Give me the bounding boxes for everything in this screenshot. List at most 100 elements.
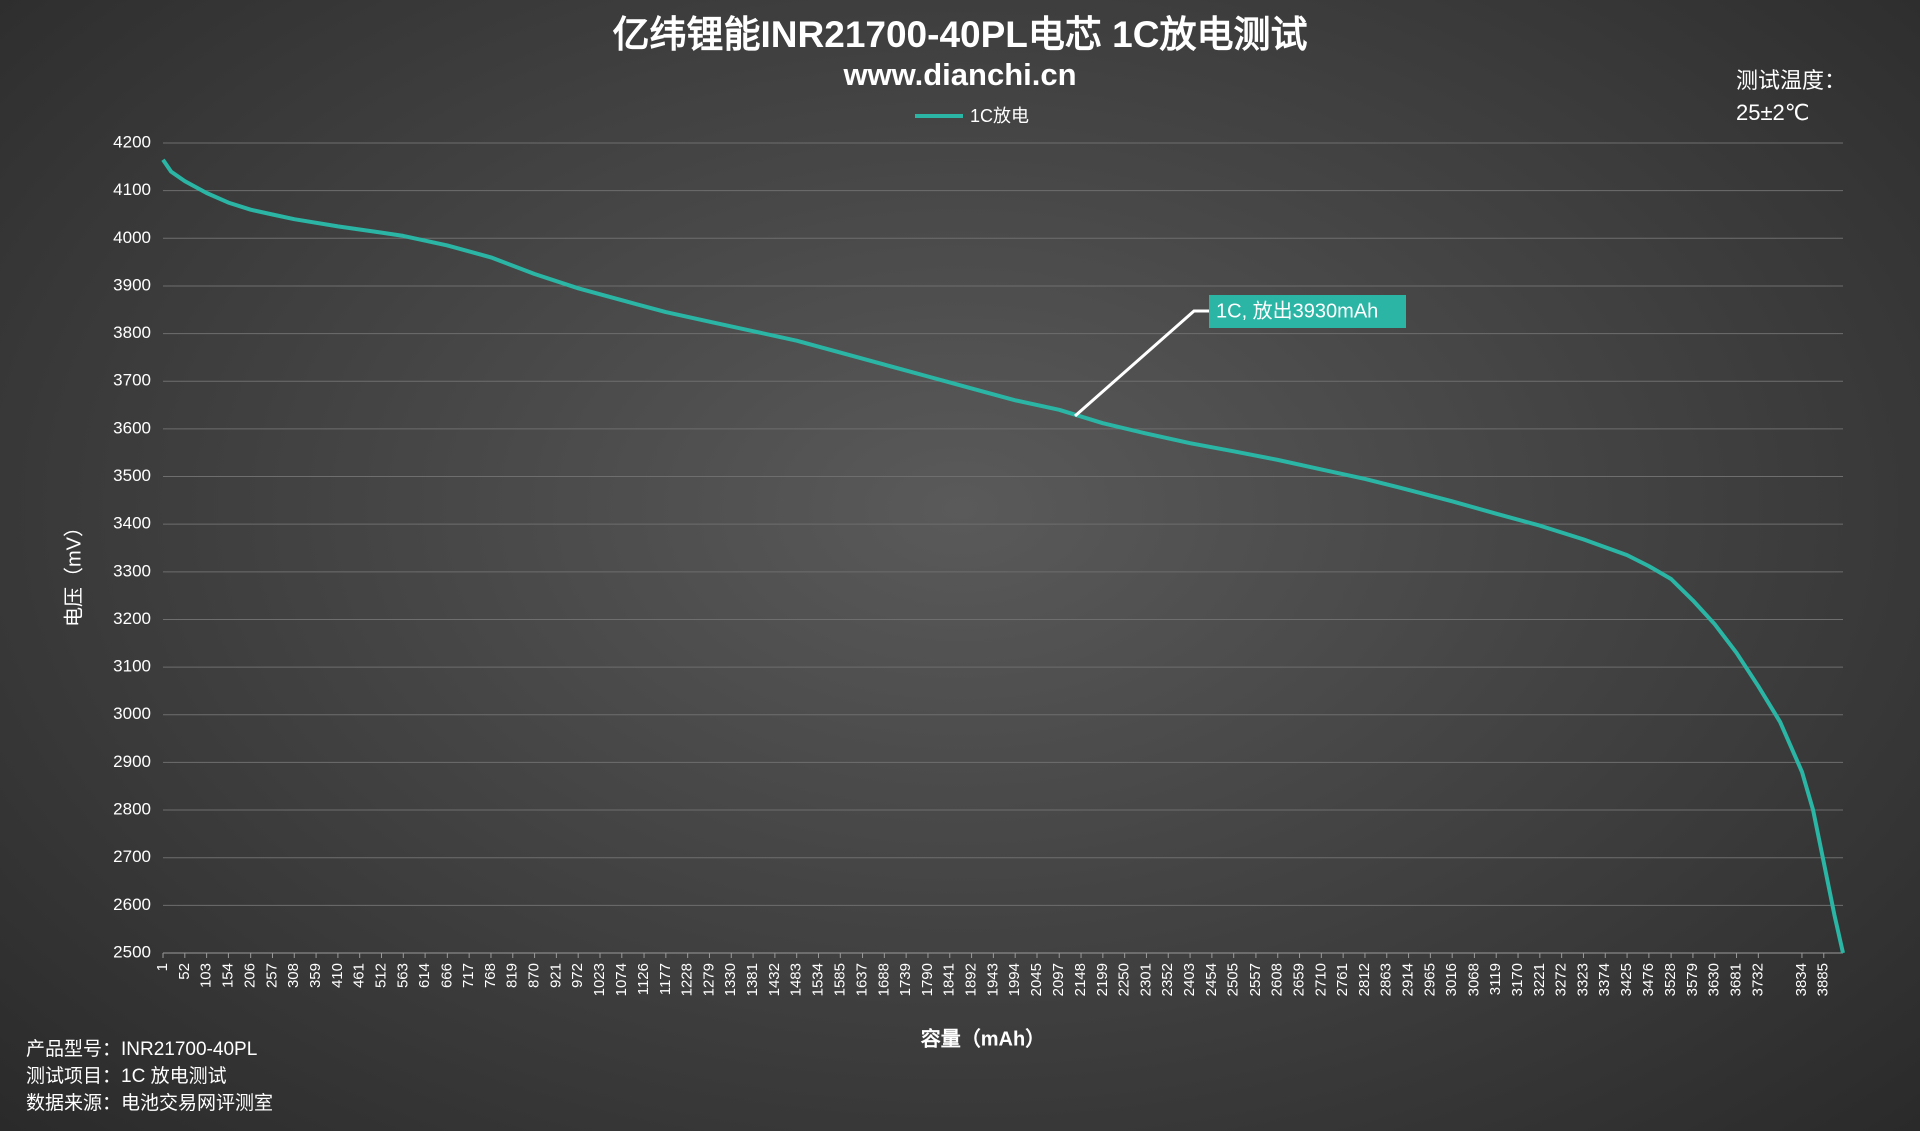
x-tick-label: 3732 bbox=[1749, 963, 1766, 996]
x-tick-label: 1585 bbox=[831, 963, 848, 996]
x-tick-label: 2097 bbox=[1050, 963, 1067, 996]
x-tick-label: 1994 bbox=[1006, 963, 1023, 996]
x-tick-label: 3170 bbox=[1509, 963, 1526, 996]
annotation-leader bbox=[1074, 309, 1209, 418]
x-tick-label: 768 bbox=[482, 963, 499, 988]
x-tick-label: 1943 bbox=[984, 963, 1001, 996]
x-tick-label: 1228 bbox=[679, 963, 696, 996]
x-tick-label: 3476 bbox=[1640, 963, 1657, 996]
x-tick-label: 3579 bbox=[1684, 963, 1701, 996]
x-tick-label: 2454 bbox=[1203, 963, 1220, 996]
x-tick-label: 1688 bbox=[875, 963, 892, 996]
x-tick-label: 3630 bbox=[1706, 963, 1723, 996]
x-tick-label: 1790 bbox=[919, 963, 936, 996]
chart-subtitle: www.dianchi.cn bbox=[842, 57, 1076, 92]
x-tick-label: 461 bbox=[351, 963, 368, 988]
x-tick-label: 2557 bbox=[1247, 963, 1264, 996]
x-tick-label: 563 bbox=[394, 963, 411, 988]
data-line bbox=[161, 158, 1845, 954]
x-tick-label: 2914 bbox=[1400, 963, 1417, 996]
chart-title: 亿纬锂能INR21700-40PL电芯 1C放电测试 bbox=[613, 14, 1308, 55]
x-tick-label: 3016 bbox=[1443, 963, 1460, 996]
y-tick-label: 4200 bbox=[113, 132, 151, 151]
y-tick-label: 3800 bbox=[113, 323, 151, 342]
annotation: 1C, 放出3930mAh bbox=[1216, 299, 1378, 322]
x-tick-label: 819 bbox=[504, 963, 521, 988]
x-tick-label: 257 bbox=[263, 963, 280, 988]
x-tick-label: 3885 bbox=[1815, 963, 1832, 996]
x-tick-label: 1279 bbox=[700, 963, 717, 996]
y-tick-label: 2500 bbox=[113, 942, 151, 961]
x-tick-label: 3221 bbox=[1531, 963, 1548, 996]
y-tick-label: 4100 bbox=[113, 180, 151, 199]
y-tick-label: 2800 bbox=[113, 800, 151, 819]
y-tick-label: 3400 bbox=[113, 514, 151, 533]
y-tick-label: 2700 bbox=[113, 847, 151, 866]
note: 测试项目：1C 放电测试 bbox=[26, 1065, 227, 1087]
x-tick-label: 52 bbox=[176, 963, 193, 980]
y-tick-label: 3600 bbox=[113, 418, 151, 437]
x-tick-label: 1637 bbox=[854, 963, 871, 996]
x-tick-label: 2863 bbox=[1378, 963, 1395, 996]
x-tick-label: 3374 bbox=[1596, 963, 1613, 996]
x-tick-label: 2045 bbox=[1028, 963, 1045, 996]
x-tick-label: 1892 bbox=[963, 963, 980, 996]
x-tick-label: 1381 bbox=[744, 963, 761, 996]
x-tick-label: 3834 bbox=[1793, 963, 1810, 996]
x-tick-label: 154 bbox=[219, 963, 236, 988]
temperature-label: 测试温度： bbox=[1736, 68, 1846, 93]
x-tick-label: 1074 bbox=[613, 963, 630, 996]
x-tick-label: 1126 bbox=[635, 963, 652, 995]
x-tick-label: 1330 bbox=[722, 963, 739, 996]
x-tick-label: 1534 bbox=[809, 963, 826, 996]
annotation-box bbox=[1209, 295, 1406, 328]
x-tick-label: 666 bbox=[438, 963, 455, 988]
note: 数据来源：电池交易网评测室 bbox=[26, 1092, 273, 1114]
y-tick-label: 3900 bbox=[113, 275, 151, 294]
y-tick-label: 4000 bbox=[113, 228, 151, 247]
x-tick-label: 2199 bbox=[1094, 963, 1111, 996]
x-tick-label: 308 bbox=[285, 963, 302, 988]
x-tick-label: 2659 bbox=[1291, 963, 1308, 996]
x-tick-label: 2352 bbox=[1159, 963, 1176, 996]
x-tick-label: 921 bbox=[547, 963, 564, 988]
x-tick-label: 3119 bbox=[1487, 963, 1504, 995]
x-tick-label: 3425 bbox=[1618, 963, 1635, 996]
x-tick-label: 1841 bbox=[941, 963, 958, 996]
x-tick-label: 870 bbox=[526, 963, 543, 988]
y-tick-label: 2600 bbox=[113, 895, 151, 914]
x-tick-label: 972 bbox=[569, 963, 586, 988]
x-tick-label: 103 bbox=[198, 963, 215, 988]
x-tick-label: 2710 bbox=[1312, 963, 1329, 996]
x-tick-label: 3323 bbox=[1574, 963, 1591, 996]
y-tick-label: 3500 bbox=[113, 466, 151, 485]
x-axis-label: 容量（mAh） bbox=[921, 1026, 1045, 1050]
x-tick-label: 3681 bbox=[1727, 963, 1744, 996]
y-tick-label: 2900 bbox=[113, 752, 151, 771]
x-tick-label: 359 bbox=[307, 963, 324, 988]
x-tick-label: 1 bbox=[154, 963, 171, 971]
note: 产品型号：INR21700-40PL bbox=[26, 1038, 257, 1060]
x-tick-label: 3528 bbox=[1662, 963, 1679, 996]
x-tick-label: 206 bbox=[242, 963, 259, 988]
x-tick-label: 1177 bbox=[657, 963, 674, 995]
x-tick-label: 2812 bbox=[1356, 963, 1373, 996]
x-tick-label: 1483 bbox=[788, 963, 805, 996]
y-tick-label: 3000 bbox=[113, 704, 151, 723]
x-tick-label: 2148 bbox=[1072, 963, 1089, 996]
x-tick-label: 2761 bbox=[1334, 963, 1351, 996]
x-tick-label: 3272 bbox=[1553, 963, 1570, 996]
x-tick-label: 512 bbox=[372, 963, 389, 988]
legend-label: 1C放电 bbox=[970, 106, 1029, 126]
y-tick-label: 3300 bbox=[113, 561, 151, 580]
x-tick-label: 2250 bbox=[1116, 963, 1133, 996]
x-tick-label: 2505 bbox=[1225, 963, 1242, 996]
y-tick-label: 3700 bbox=[113, 371, 151, 390]
x-tick-label: 1739 bbox=[897, 963, 914, 996]
x-tick-label: 2301 bbox=[1137, 963, 1154, 996]
x-tick-label: 2403 bbox=[1181, 963, 1198, 996]
x-tick-label: 2965 bbox=[1421, 963, 1438, 996]
y-tick-label: 3200 bbox=[113, 609, 151, 628]
